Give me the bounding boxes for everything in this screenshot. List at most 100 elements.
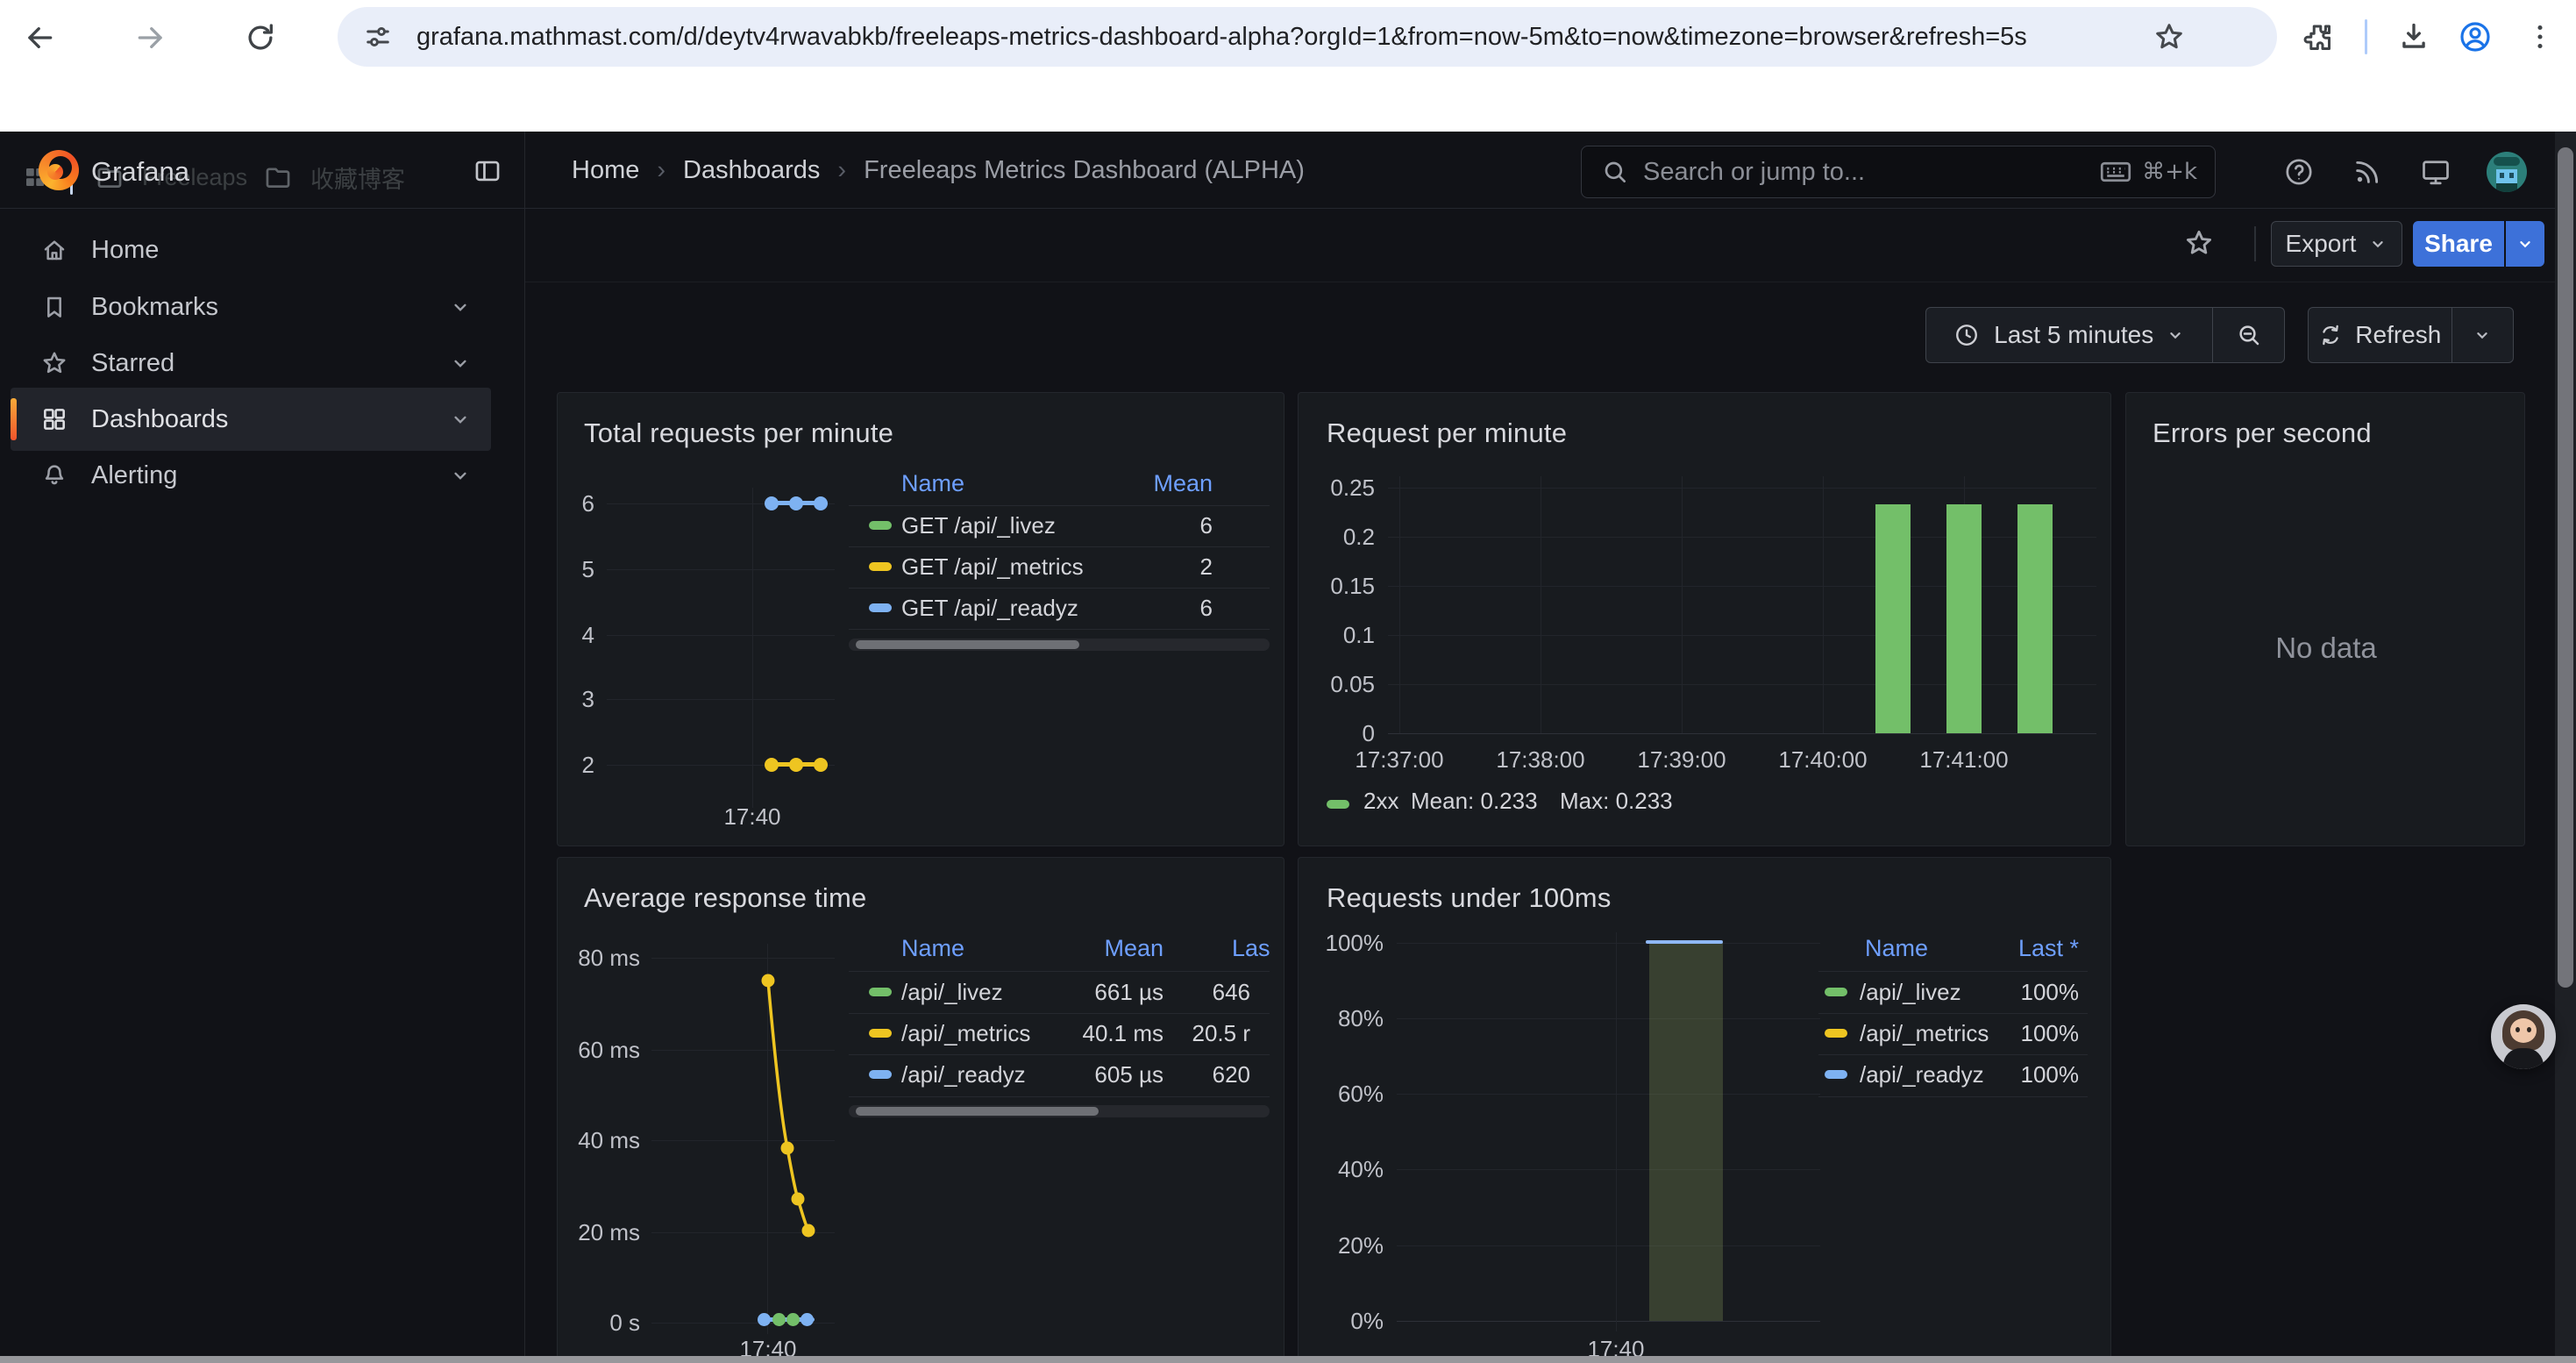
refresh-interval-button[interactable] bbox=[2452, 308, 2513, 362]
panel-title[interactable]: Errors per second bbox=[2153, 417, 2372, 448]
sidebar-item-home[interactable]: Home bbox=[11, 218, 491, 282]
gridline bbox=[607, 503, 835, 504]
profile-icon[interactable] bbox=[2455, 17, 2495, 57]
legend-scrollbar[interactable] bbox=[849, 1105, 1270, 1117]
grafana-logo[interactable] bbox=[39, 150, 79, 190]
legend-row-label[interactable]: GET /api/_metrics bbox=[901, 553, 1084, 580]
legend-series-label[interactable]: 2xx bbox=[1363, 788, 1399, 814]
share-button[interactable]: Share bbox=[2413, 221, 2504, 267]
y-tick: 5 bbox=[581, 556, 594, 582]
monitor-icon[interactable] bbox=[2416, 153, 2455, 191]
y-tick: 6 bbox=[581, 490, 594, 517]
assistant-avatar-overlay[interactable] bbox=[2491, 1004, 2556, 1069]
legend-chip[interactable] bbox=[869, 988, 892, 996]
sidebar-item-dashboards[interactable]: Dashboards bbox=[11, 388, 491, 451]
export-button[interactable]: Export bbox=[2271, 221, 2402, 267]
bookmark-label: Freeleaps bbox=[142, 163, 248, 190]
brand-title[interactable]: Grafana bbox=[91, 156, 190, 187]
user-avatar[interactable] bbox=[2487, 152, 2527, 192]
breadcrumb-dashboards[interactable]: Dashboards bbox=[683, 156, 821, 184]
time-range-button[interactable]: Last 5 minutes bbox=[1926, 321, 2212, 349]
menu-kebab-icon[interactable] bbox=[2522, 17, 2558, 57]
panel-title[interactable]: Requests under 100ms bbox=[1327, 882, 1612, 913]
legend-chip[interactable] bbox=[1825, 1029, 1847, 1038]
breadcrumb-separator: › bbox=[837, 156, 847, 184]
back-icon[interactable] bbox=[19, 18, 60, 58]
legend-row-label[interactable]: GET /api/_readyz bbox=[901, 595, 1078, 621]
legend-separator bbox=[849, 629, 1270, 630]
panel-title[interactable]: Average response time bbox=[584, 882, 867, 913]
legend-header-mean[interactable]: Mean bbox=[1104, 935, 1163, 961]
legend-header-mean[interactable]: Mean bbox=[1153, 470, 1213, 496]
legend-row-label[interactable]: /api/_metrics bbox=[1860, 1020, 1989, 1046]
legend-scrollbar[interactable] bbox=[849, 639, 1270, 651]
sidebar-item-alerting[interactable]: Alerting bbox=[11, 444, 491, 507]
rss-icon[interactable] bbox=[2348, 153, 2387, 191]
favorite-star-icon[interactable] bbox=[2180, 224, 2218, 262]
legend-row-label[interactable]: /api/_readyz bbox=[901, 1061, 1026, 1088]
refresh-button[interactable]: Refresh bbox=[2309, 321, 2451, 349]
forward-icon[interactable] bbox=[131, 18, 171, 58]
refresh-icon bbox=[2323, 325, 2339, 346]
legend-row-label[interactable]: GET /api/_livez bbox=[901, 512, 1056, 539]
bookmark-folder-freeleaps[interactable]: Freeleaps bbox=[95, 158, 247, 196]
legend-chip[interactable] bbox=[1327, 800, 1349, 809]
legend-chip[interactable] bbox=[869, 562, 892, 571]
x-axis-line bbox=[1388, 733, 2096, 734]
sidebar-item-starred[interactable]: Starred bbox=[11, 332, 491, 395]
legend-header-name[interactable]: Name bbox=[901, 935, 965, 961]
legend-chip[interactable] bbox=[869, 603, 892, 612]
search-placeholder: Search or jump to... bbox=[1643, 157, 1866, 186]
chevron-down-icon[interactable] bbox=[449, 464, 472, 487]
legend-row-label[interactable]: /api/_livez bbox=[1860, 979, 1961, 1005]
panel-total-requests: Total requests per minute 6 5 4 3 2 17:4… bbox=[557, 392, 1284, 846]
legend-chip[interactable] bbox=[1825, 1070, 1847, 1079]
bookmark-folder-blogs[interactable]: 收藏博客 bbox=[263, 158, 405, 196]
window-bottom-edge bbox=[0, 1356, 2576, 1363]
download-icon[interactable] bbox=[2394, 17, 2434, 57]
y-tick: 80% bbox=[1337, 1005, 1384, 1031]
sidebar-item-bookmarks[interactable]: Bookmarks bbox=[11, 275, 491, 339]
legend-row-label[interactable]: /api/_livez bbox=[901, 979, 1003, 1005]
clock-icon bbox=[1956, 325, 1978, 346]
sidebar-toggle-icon[interactable] bbox=[468, 155, 507, 187]
chevron-down-icon[interactable] bbox=[449, 296, 472, 318]
chevron-down-icon[interactable] bbox=[449, 408, 472, 431]
y-tick: 0.2 bbox=[1342, 524, 1375, 550]
keyboard-icon bbox=[2101, 161, 2131, 182]
legend-header-name[interactable]: Name bbox=[1865, 935, 1929, 961]
panel-title[interactable]: Request per minute bbox=[1327, 417, 1568, 448]
legend-chip[interactable] bbox=[869, 1070, 892, 1079]
legend-separator bbox=[1818, 1054, 2088, 1055]
legend-row-label[interactable]: /api/_readyz bbox=[1860, 1061, 1984, 1088]
search-input[interactable]: Search or jump to... ⌘+k bbox=[1581, 146, 2216, 198]
legend-header-last[interactable]: Last * bbox=[2017, 935, 2079, 961]
y-tick: 20% bbox=[1337, 1232, 1384, 1259]
chevron-down-icon[interactable] bbox=[449, 352, 472, 375]
help-icon[interactable] bbox=[2280, 153, 2318, 191]
legend-max: Max: 0.233 bbox=[1560, 788, 1673, 814]
legend-header-last[interactable]: Las bbox=[1232, 935, 1270, 961]
breadcrumb-home[interactable]: Home bbox=[572, 156, 640, 184]
page-scrollbar[interactable] bbox=[2555, 132, 2576, 1356]
legend-chip[interactable] bbox=[1825, 988, 1847, 996]
legend-chip[interactable] bbox=[869, 521, 892, 530]
sidebar-item-label: Alerting bbox=[91, 460, 178, 489]
legend-row-label[interactable]: /api/_metrics bbox=[901, 1020, 1031, 1046]
bookmark-star-icon[interactable] bbox=[2153, 20, 2186, 54]
share-chevron-button[interactable] bbox=[2506, 221, 2544, 267]
series-point bbox=[814, 758, 828, 772]
url-bar[interactable]: grafana.mathmast.com/d/deytv4rwavabkb/fr… bbox=[338, 7, 2277, 67]
legend-separator bbox=[1818, 971, 2088, 972]
gridline bbox=[1397, 1018, 1820, 1019]
site-info-icon[interactable] bbox=[362, 21, 394, 53]
panel-title[interactable]: Total requests per minute bbox=[584, 417, 894, 448]
extensions-icon[interactable] bbox=[2297, 17, 2338, 57]
reload-icon[interactable] bbox=[240, 18, 281, 58]
zoom-out-button[interactable] bbox=[2213, 308, 2284, 362]
legend-chip[interactable] bbox=[869, 1029, 892, 1038]
url-text[interactable]: grafana.mathmast.com/d/deytv4rwavabkb/fr… bbox=[416, 22, 2027, 51]
legend-header-name[interactable]: Name bbox=[901, 470, 965, 496]
scrollbar-thumb[interactable] bbox=[2558, 147, 2573, 988]
gridline bbox=[1399, 476, 1400, 733]
